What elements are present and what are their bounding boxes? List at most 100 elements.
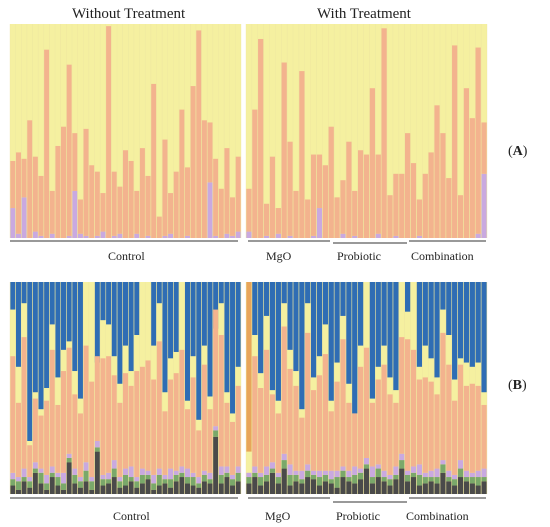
bar-b-blue-80: [475, 282, 481, 363]
bar-b-green-71: [422, 477, 428, 484]
bar-b-lavender-30: [179, 466, 185, 473]
bar-b-lavender-15: [94, 441, 100, 448]
bar-b-lavender-58: [346, 470, 352, 478]
bar-a-peach-10: [66, 64, 72, 236]
bar-b-dark-22: [134, 487, 140, 494]
bar-a-peach-80: [475, 47, 481, 234]
bar-b-peach-64: [381, 364, 387, 471]
bar-b-peach-57: [340, 339, 346, 467]
bar-b-peach-47: [281, 326, 287, 454]
bar-b-peach-18: [111, 375, 117, 461]
bar-b-lavender-70: [416, 464, 423, 475]
bar-b-dark-79: [469, 483, 475, 494]
bar-b-blue-71: [422, 282, 428, 346]
bar-a-lavender-57: [340, 233, 346, 238]
bar-b-blue-59: [352, 282, 358, 414]
bar-b-peach-72: [428, 381, 434, 471]
bar-a-peach-71: [422, 173, 428, 238]
bar-b-peach-49: [293, 385, 299, 471]
bar-b-lavender-1: [15, 477, 21, 482]
bar-b-blue-79: [469, 282, 475, 367]
bar-a-peach-64: [381, 28, 387, 239]
bar-a-lavender-70: [416, 235, 423, 238]
bar-b-blue-46: [275, 282, 281, 401]
bar-b-dark-54: [322, 481, 328, 494]
bar-b-peach-23: [139, 366, 145, 469]
bar-a-peach-56: [334, 197, 340, 238]
group-label-combination-b: Combination: [406, 509, 469, 523]
bar-a-lavender-15: [94, 235, 100, 238]
bar-b-peach-54: [322, 354, 328, 471]
bar-a-peach-60: [357, 150, 364, 238]
bar-b-blue-57: [340, 282, 346, 316]
bar-b-green-22: [134, 481, 140, 488]
bar-a-lavender-24: [145, 235, 151, 238]
bar-b-lavender-67: [399, 453, 405, 461]
bar-b-blue-21: [128, 282, 134, 372]
bar-b-dark-29: [173, 481, 179, 494]
bar-b-green-81: [481, 477, 487, 482]
bar-b-dark-1: [15, 489, 21, 494]
bar-b-green-9: [61, 483, 67, 490]
bar-b-peach-52: [310, 390, 317, 471]
bar-b-peach-53: [316, 375, 323, 471]
bar-b-green-5: [38, 472, 44, 484]
bar-a-peach-44: [263, 203, 270, 236]
bar-b-green-8: [55, 477, 61, 486]
bar-b-blue-76: [452, 282, 458, 380]
bar-a-lavender-59: [352, 235, 358, 238]
bar-b-dark-48: [287, 485, 293, 494]
bar-b-peach-74: [440, 332, 446, 461]
bar-b-lavender-63: [375, 464, 381, 469]
bar-a-peach-37: [218, 188, 224, 238]
bar-b-green-38: [224, 472, 230, 478]
bar-b-dark-49: [293, 481, 299, 494]
bar-a-peach-51: [305, 199, 311, 238]
bar-b-green-3: [27, 481, 33, 488]
bar-b-blue-73: [434, 282, 440, 378]
bar-b-green-34: [201, 474, 207, 482]
bar-b-blue-17: [106, 282, 112, 325]
bar-b-green-36: [213, 430, 219, 437]
bar-a-peach-13: [83, 128, 89, 236]
bar-a-peach-41: [246, 188, 252, 232]
bar-a-peach-4: [32, 156, 38, 232]
bar-b-blue-58: [346, 282, 352, 384]
bar-b-peach-69: [410, 349, 417, 467]
bar-b-lavender-48: [287, 464, 293, 475]
bar-b-lavender-25: [151, 474, 157, 484]
bar-b-green-51: [305, 470, 311, 478]
bar-b-green-68: [405, 474, 411, 482]
bar-b-lavender-29: [173, 470, 179, 475]
bar-b-lavender-24: [145, 470, 151, 475]
bar-b-dark-10: [66, 462, 72, 494]
bar-b-lavender-18: [111, 460, 117, 469]
bar-a-lavender-63: [375, 233, 381, 238]
bar-b-peach-43: [258, 388, 264, 473]
bar-b-green-27: [162, 479, 168, 484]
bar-a-lavender-39: [230, 235, 236, 238]
bar-b-dark-2: [21, 481, 27, 494]
bar-b-peach-58: [346, 402, 352, 471]
bar-b-dark-7: [49, 477, 55, 494]
bar-b-peach-51: [305, 332, 311, 465]
bar-b-blue-68: [405, 282, 411, 312]
bar-b-blue-38: [224, 282, 230, 393]
bar-b-peach-24: [145, 360, 151, 471]
bar-b-green-14: [89, 481, 95, 490]
bar-b-dark-5: [38, 483, 44, 494]
bar-b-green-59: [352, 474, 358, 484]
bar-b-lavender-4: [32, 462, 38, 469]
bar-b-dark-15: [94, 451, 100, 494]
bar-a-peach-49: [293, 190, 299, 238]
bar-b-peach-68: [405, 339, 411, 471]
bar-b-green-16: [100, 479, 106, 486]
bar-b-peach-26: [156, 341, 162, 469]
bar-b-green-72: [428, 477, 434, 482]
bar-a-peach-36: [213, 158, 219, 236]
bar-b-peach-6: [44, 400, 50, 475]
bar-a-peach-43: [258, 38, 264, 239]
bar-b-green-44: [263, 474, 270, 482]
bar-b-peach-4: [32, 398, 38, 463]
bar-b-lavender-43: [258, 472, 264, 478]
